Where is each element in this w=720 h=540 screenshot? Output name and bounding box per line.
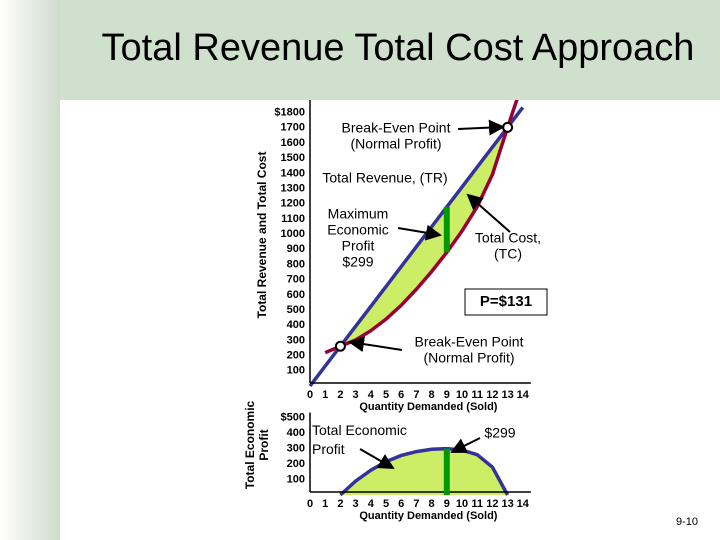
x-tick-label: 3 (353, 498, 359, 510)
price-box (464, 288, 548, 316)
y-tick-label: 200 (287, 458, 305, 470)
x-tick-label: 7 (413, 389, 419, 401)
x-tick-label: 6 (398, 498, 404, 510)
arrow (359, 448, 395, 469)
y-tick-label: 600 (287, 289, 305, 301)
x-tick-label: 13 (501, 498, 513, 510)
annotation: Profit (342, 238, 375, 254)
profit-area (340, 448, 508, 495)
annotation: $299 (342, 254, 373, 270)
x-tick-label: 4 (368, 498, 375, 510)
x-tick-label: 2 (337, 389, 343, 401)
x-axis-label: Quantity Demanded (Sold) (359, 510, 497, 522)
x-tick-label: 12 (486, 389, 498, 401)
x-tick-label: 13 (501, 389, 513, 401)
x-tick-label: 10 (456, 498, 468, 510)
arrow (450, 437, 481, 453)
y-tick-label: 400 (287, 319, 305, 331)
title-band (60, 0, 720, 100)
y-tick-label: 1000 (281, 228, 305, 240)
annotation: $299 (484, 425, 515, 441)
y-tick-label: 900 (287, 243, 305, 255)
x-tick-label: 8 (429, 389, 435, 401)
arrow (457, 119, 505, 136)
x-tick-label: 1 (322, 498, 328, 510)
annotation: (TC) (494, 246, 522, 262)
y-tick-label: 200 (287, 350, 305, 362)
break-even-point (334, 340, 346, 352)
y-axis-label: Profit (257, 429, 271, 460)
x-tick-label: 14 (517, 389, 530, 401)
series-line (339, 446, 510, 497)
page-number: 9-10 (676, 516, 698, 528)
side-strip (0, 0, 60, 540)
annotation: Break-Even Point (415, 334, 524, 350)
arrow (466, 193, 511, 233)
y-tick-label: 1500 (281, 152, 305, 164)
x-tick-label: 10 (456, 389, 468, 401)
annotation: (Normal Profit) (423, 350, 514, 366)
annotation: Maximum (328, 206, 389, 222)
arrow (397, 224, 442, 241)
y-axis-label: Total Economic (243, 400, 257, 489)
y-tick-label: $1800 (274, 107, 305, 119)
x-tick-label: 1 (322, 389, 328, 401)
y-tick-label: 700 (287, 274, 305, 286)
x-tick-label: 6 (398, 389, 404, 401)
y-tick-label: 1300 (281, 182, 305, 194)
y-axis-label: Total Revenue and Total Cost (255, 152, 269, 319)
y-tick-label: 300 (287, 334, 305, 346)
break-even-point (502, 121, 514, 133)
y-tick-label: 100 (287, 365, 305, 377)
y-tick-label: 1200 (281, 198, 305, 210)
x-tick-label: 3 (353, 389, 359, 401)
annotation: Break-Even Point (342, 120, 451, 136)
x-tick-label: 11 (471, 498, 483, 510)
y-tick-label: 800 (287, 258, 305, 270)
x-tick-label: 0 (307, 498, 313, 510)
x-tick-label: 8 (429, 498, 435, 510)
y-tick-label: $500 (281, 411, 305, 423)
y-tick-label: 100 (287, 473, 305, 485)
series-line (308, 106, 525, 388)
annotation: Total Cost, (475, 230, 541, 246)
plot (339, 446, 510, 497)
annotation: (Normal Profit) (350, 136, 441, 152)
x-tick-label: 14 (517, 498, 530, 510)
slide-title: Total Revenue Total Cost Approach (102, 27, 695, 69)
y-tick-label: 400 (287, 427, 305, 439)
y-tick-label: 500 (287, 304, 305, 316)
x-tick-label: 5 (383, 498, 389, 510)
y-tick-label: 1100 (281, 213, 305, 225)
legend-label: Total Revenue, (TR) (322, 170, 447, 186)
y-tick-label: 1700 (281, 122, 305, 134)
x-tick-label: 9 (444, 498, 450, 510)
x-tick-label: 7 (413, 498, 419, 510)
annotation: Economic (327, 222, 388, 238)
y-tick-label: 1600 (281, 137, 305, 149)
x-tick-label: 12 (486, 498, 498, 510)
x-tick-label: 2 (337, 498, 343, 510)
annotation: P=$131 (480, 293, 532, 310)
y-tick-label: 300 (287, 442, 305, 454)
x-axis-label: Quantity Demanded (Sold) (359, 401, 497, 413)
x-tick-label: 11 (471, 389, 483, 401)
arrow (348, 336, 403, 353)
legend-label: Total Economic Profit (312, 422, 407, 457)
x-tick-label: 9 (444, 389, 450, 401)
x-tick-label: 4 (368, 389, 375, 401)
x-tick-label: 0 (307, 389, 313, 401)
y-tick-label: 1400 (281, 167, 305, 179)
x-tick-label: 5 (383, 389, 389, 401)
